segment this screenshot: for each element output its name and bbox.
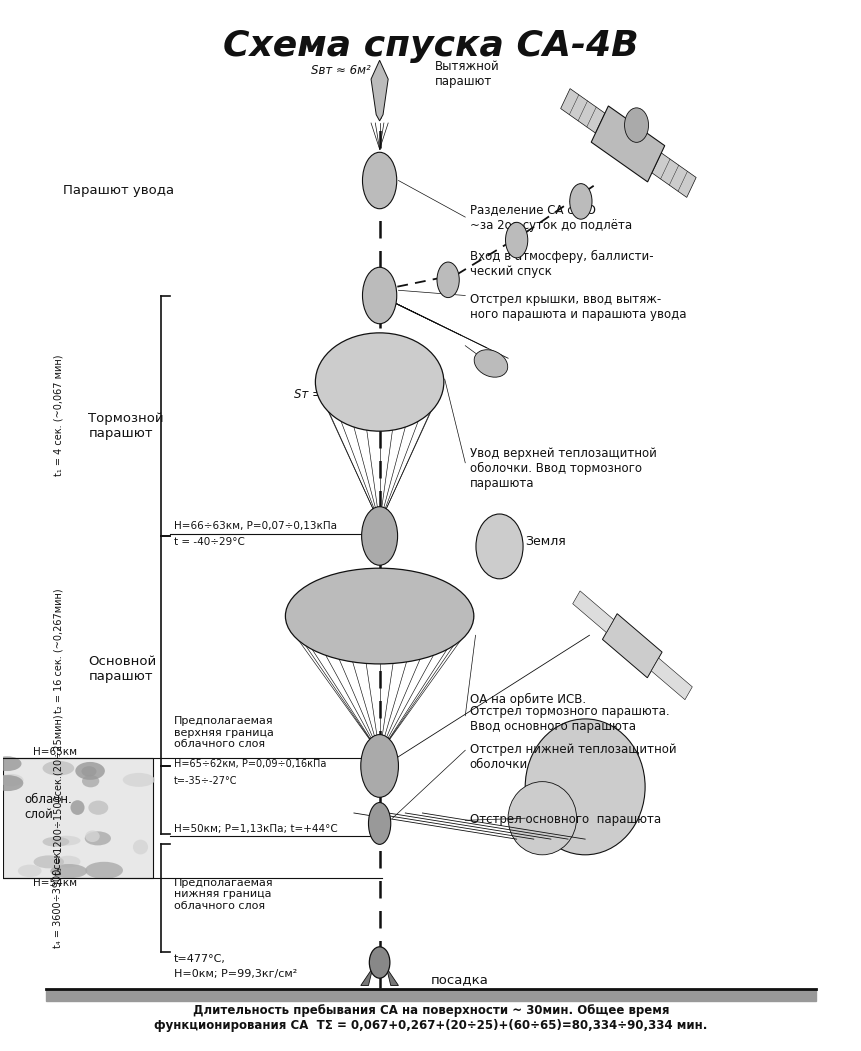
Ellipse shape (474, 350, 507, 377)
Ellipse shape (75, 762, 105, 780)
Bar (651, 658, 691, 700)
Text: t₂ = 16 сек. (~0,267мин): t₂ = 16 сек. (~0,267мин) (53, 589, 64, 714)
Text: Отстрел основного  парашюта: Отстрел основного парашюта (469, 813, 660, 826)
Bar (560, 88, 604, 133)
Ellipse shape (361, 735, 398, 798)
Text: облачн.
слой: облачн. слой (24, 794, 71, 821)
Text: Предполагаемая
нижняя граница
облачного слоя: Предполагаемая нижняя граница облачного … (174, 878, 274, 911)
Text: Отстрел нижней теплозащитной
оболочки: Отстрел нижней теплозащитной оболочки (469, 743, 675, 771)
Bar (3, 758, 152, 878)
Ellipse shape (52, 836, 80, 846)
Text: H=50км; P=1,13кПа; t=+44°C: H=50км; P=1,13кПа; t=+44°C (174, 824, 338, 833)
Text: H=65÷62км, P=0,09÷0,16кПа: H=65÷62км, P=0,09÷0,16кПа (174, 759, 326, 768)
Ellipse shape (89, 801, 108, 815)
Ellipse shape (85, 830, 100, 842)
Text: t = -40÷29°C: t = -40÷29°C (174, 537, 245, 547)
Ellipse shape (505, 223, 527, 257)
Bar (602, 614, 661, 678)
Ellipse shape (507, 782, 576, 854)
Ellipse shape (285, 569, 474, 664)
Text: t=-35÷-27°C: t=-35÷-27°C (174, 777, 238, 786)
Text: Отстрел крышки, ввод вытяж-
ного парашюта и парашюта увода: Отстрел крышки, ввод вытяж- ного парашют… (469, 293, 685, 322)
Ellipse shape (0, 757, 22, 771)
Polygon shape (361, 968, 372, 986)
Ellipse shape (369, 947, 389, 978)
Ellipse shape (569, 184, 592, 220)
Ellipse shape (56, 856, 80, 867)
Ellipse shape (81, 766, 96, 777)
Text: Sо = 200м²: Sо = 200м² (285, 611, 354, 623)
Text: t₁ = 4 сек. (~0,067 мин): t₁ = 4 сек. (~0,067 мин) (53, 355, 64, 476)
Bar (572, 591, 613, 633)
Text: Увод верхней теплозащитной
оболочки. Ввод тормозного
парашюта: Увод верхней теплозащитной оболочки. Вво… (469, 447, 656, 490)
Ellipse shape (362, 507, 397, 565)
Ellipse shape (0, 775, 23, 791)
Ellipse shape (71, 800, 84, 815)
Ellipse shape (624, 108, 647, 142)
Text: ОА на орбите ИСВ.: ОА на орбите ИСВ. (469, 693, 585, 706)
Ellipse shape (34, 856, 64, 868)
Text: H=0км; P=99,3кг/см²: H=0км; P=99,3кг/см² (174, 969, 297, 978)
Ellipse shape (42, 837, 69, 847)
Text: Sт = 22м²: Sт = 22м² (294, 388, 354, 401)
Text: Предполагаемая
верхняя граница
облачного слоя: Предполагаемая верхняя граница облачного… (174, 716, 274, 749)
Text: Основной
парашют: Основной парашют (89, 655, 157, 683)
Text: Длительность пребывания СА на поверхности ~ 30мин. Общее время
функционирования : Длительность пребывания СА на поверхност… (154, 1005, 707, 1032)
Ellipse shape (122, 772, 155, 787)
Text: t₄ = 3600÷3900сек.: t₄ = 3600÷3900сек. (53, 848, 64, 948)
Ellipse shape (50, 864, 87, 879)
Bar (591, 106, 664, 182)
Ellipse shape (368, 803, 390, 844)
Ellipse shape (85, 862, 123, 879)
Ellipse shape (0, 774, 23, 786)
Polygon shape (46, 989, 815, 1002)
Ellipse shape (18, 865, 41, 878)
Text: Земля: Земля (524, 535, 566, 548)
Text: H=66÷63км, P=0,07÷0,13кПа: H=66÷63км, P=0,07÷0,13кПа (174, 520, 337, 531)
Text: t=477°C,: t=477°C, (174, 954, 226, 964)
Ellipse shape (524, 719, 644, 854)
Text: Вытяжной
парашют: Вытяжной парашют (435, 60, 499, 88)
Text: Тормозной
парашют: Тормозной парашют (89, 412, 164, 440)
Text: посадка: посадка (430, 973, 488, 986)
Ellipse shape (475, 514, 523, 579)
Text: Sвт ≈ 6м²: Sвт ≈ 6м² (311, 64, 370, 77)
Text: t₃ = 1200÷1500сек.(20÷25мин): t₃ = 1200÷1500сек.(20÷25мин) (53, 715, 64, 875)
Ellipse shape (133, 840, 148, 854)
Polygon shape (370, 60, 387, 121)
Text: Разделение СА с ОО
~за 2ое суток до подлёта: Разделение СА с ОО ~за 2ое суток до подл… (469, 204, 631, 231)
Polygon shape (386, 968, 398, 986)
Ellipse shape (362, 152, 396, 209)
Ellipse shape (82, 775, 99, 787)
Text: Отстрел тормозного парашюта.
Ввод основного парашюта: Отстрел тормозного парашюта. Ввод основн… (469, 705, 668, 734)
Text: H=54км: H=54км (33, 878, 77, 888)
Ellipse shape (315, 333, 443, 431)
Text: H=65км: H=65км (33, 747, 77, 758)
Ellipse shape (84, 831, 111, 845)
Text: Вход в атмосферу, баллисти-
ческий спуск: Вход в атмосферу, баллисти- ческий спуск (469, 249, 653, 277)
Text: Схема спуска СА-4В: Схема спуска СА-4В (223, 29, 638, 63)
Ellipse shape (362, 267, 396, 324)
Bar (651, 152, 696, 198)
Ellipse shape (42, 761, 74, 776)
Text: Парашют увода: Парашют увода (63, 185, 174, 198)
Ellipse shape (437, 262, 459, 297)
